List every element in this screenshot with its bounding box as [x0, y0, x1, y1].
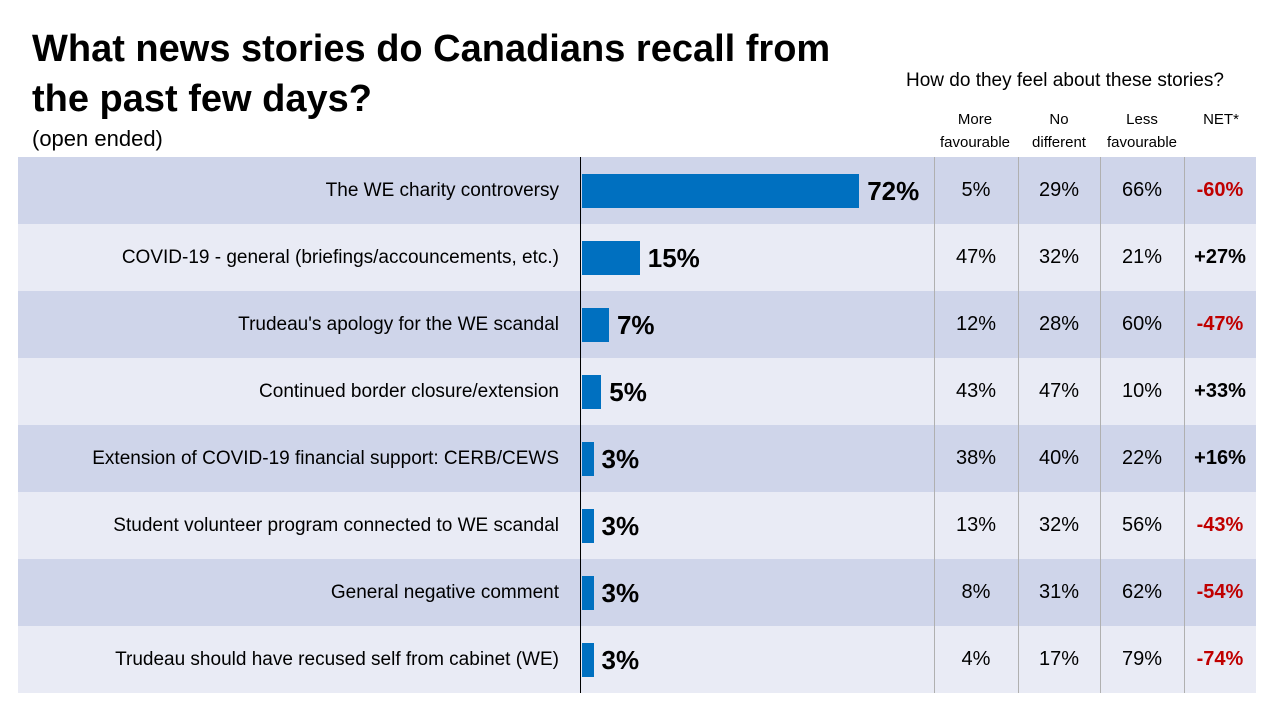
bar — [582, 374, 602, 409]
chart-row: Student volunteer program connected to W… — [18, 492, 1256, 559]
table-cell: 8% — [961, 581, 991, 603]
bar — [582, 508, 594, 543]
table-cell: 29% — [1038, 179, 1080, 201]
category-label: Trudeau's apology for the WE scandal — [238, 313, 559, 335]
table-cell: 40% — [1038, 447, 1080, 469]
table-divider — [1018, 157, 1019, 693]
category-label: Trudeau should have recused self from ca… — [115, 648, 559, 670]
bar-value-label: 3% — [601, 443, 640, 474]
bar — [582, 575, 594, 610]
table-cell: 62% — [1121, 581, 1163, 603]
table-cell: 47% — [955, 246, 997, 268]
table-section-header: How do they feel about these stories? — [906, 70, 1224, 91]
table-cell: 4% — [961, 648, 991, 670]
bar-value-label: 3% — [601, 577, 640, 608]
table-cell: 38% — [955, 447, 997, 469]
table-cell: 43% — [955, 380, 997, 402]
chart-row: Trudeau should have recused self from ca… — [18, 626, 1256, 693]
table-cell: 32% — [1038, 246, 1080, 268]
table-cell: 31% — [1038, 581, 1080, 603]
table-cell: 17% — [1038, 648, 1080, 670]
net-cell: -74% — [1196, 648, 1244, 670]
bar-value-label: 3% — [601, 644, 640, 675]
table-cell: 32% — [1038, 514, 1080, 536]
table-cell: 21% — [1121, 246, 1163, 268]
bar — [582, 642, 594, 677]
bar — [582, 173, 860, 208]
column-header-net: NET* — [1203, 111, 1239, 128]
net-cell: -47% — [1196, 313, 1244, 335]
table-cell: 28% — [1038, 313, 1080, 335]
table-cell: 22% — [1121, 447, 1163, 469]
bar-value-label: 15% — [647, 242, 700, 273]
chart-title: What news stories do Canadians recall fr… — [32, 28, 831, 120]
table-cell: 79% — [1121, 648, 1163, 670]
net-cell: -54% — [1196, 581, 1244, 603]
table-cell: 66% — [1121, 179, 1163, 201]
table-cell: 60% — [1121, 313, 1163, 335]
net-cell: +16% — [1194, 447, 1246, 469]
table-cell: 47% — [1038, 380, 1080, 402]
chart-row: Trudeau's apology for the WE scandal 7% 12… — [18, 291, 1256, 358]
bar-value-label: 5% — [609, 376, 647, 407]
net-cell: +33% — [1194, 380, 1246, 402]
chart-row: COVID-19 - general (briefings/accounceme… — [18, 224, 1256, 291]
bar — [582, 240, 640, 275]
column-header-no-different: No different — [1032, 111, 1086, 151]
chart-row: General negative comment 3% 8% 31% 62% -54% — [18, 559, 1256, 626]
bar — [582, 307, 609, 342]
net-cell: -43% — [1196, 514, 1244, 536]
chart-row: The WE charity controversy 72% 5% 29% 66% -60… — [18, 157, 1256, 224]
chart-subtitle: (open ended) — [32, 126, 163, 151]
category-label: Continued border closure/extension — [259, 380, 559, 402]
chart-row: Continued border closure/extension 5% 43% 4… — [18, 358, 1256, 425]
category-label: General negative comment — [330, 581, 559, 603]
bar-value-label: 3% — [601, 510, 640, 541]
net-cell: -60% — [1196, 179, 1244, 201]
bar-axis — [580, 157, 581, 693]
table-divider — [1184, 157, 1185, 693]
net-cell: +27% — [1194, 246, 1246, 268]
column-header-less-favourable: Less favourable — [1106, 111, 1178, 151]
bar — [582, 441, 594, 476]
category-label: Extension of COVID-19 financial support:… — [92, 447, 559, 469]
table-cell: 10% — [1121, 380, 1163, 402]
category-label: The WE charity controversy — [325, 179, 559, 201]
table-cell: 12% — [955, 313, 997, 335]
category-label: Student volunteer program connected to W… — [113, 514, 559, 536]
category-label: COVID-19 - general (briefings/accounceme… — [121, 246, 559, 268]
table-cell: 56% — [1121, 514, 1163, 536]
table-cell: 5% — [961, 179, 991, 201]
bar-value-label: 7% — [616, 309, 655, 340]
bar-value-label: 72% — [867, 175, 920, 206]
table-cell: 13% — [955, 514, 997, 536]
table-divider — [1100, 157, 1101, 693]
table-divider — [934, 157, 935, 693]
column-header-more-favourable: More favourable — [939, 111, 1011, 151]
chart-row: Extension of COVID-19 financial support:… — [18, 425, 1256, 492]
